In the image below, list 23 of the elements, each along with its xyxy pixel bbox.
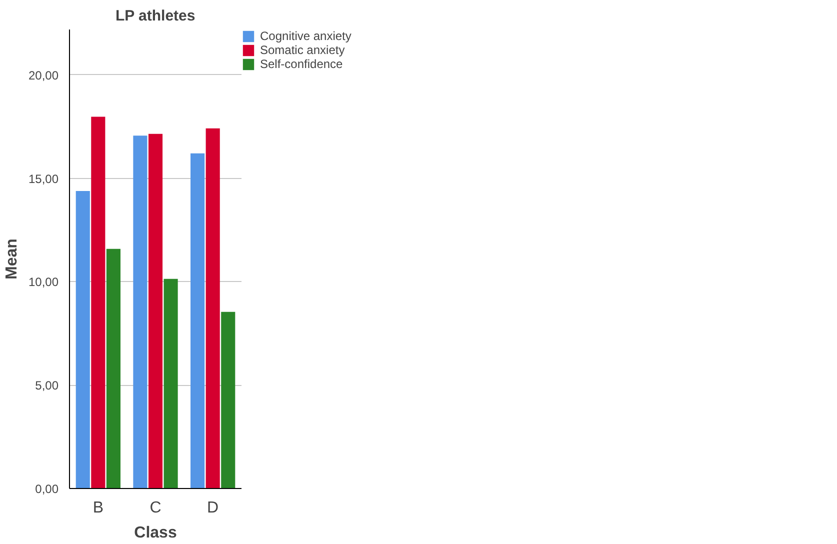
bar xyxy=(106,248,120,488)
bar xyxy=(221,312,236,488)
legend-label: Self-confidence xyxy=(260,57,343,71)
y-axis-title: Mean xyxy=(3,238,20,280)
y-tick-label: 5,00 xyxy=(35,378,59,393)
bar xyxy=(190,153,205,488)
legend-label: Somatic anxiety xyxy=(260,43,345,57)
x-tick-label: B xyxy=(92,500,104,516)
y-tick-label: 15,00 xyxy=(28,172,59,186)
y-tick-label: 20,00 xyxy=(28,68,59,82)
y-tick-label: 10,00 xyxy=(28,275,59,290)
bar xyxy=(76,190,90,488)
legend-label: Cognitive anxiety xyxy=(260,29,352,43)
bar xyxy=(91,116,106,488)
bar xyxy=(133,136,148,488)
x-axis-title: Class xyxy=(134,524,177,542)
bar xyxy=(148,134,163,488)
y-tick-label: 0,00 xyxy=(35,482,59,496)
x-tick-label: D xyxy=(207,500,219,516)
chart-title: LP athletes xyxy=(115,8,196,24)
bar xyxy=(206,128,220,488)
bar xyxy=(164,278,178,488)
x-tick-label: C xyxy=(150,500,162,516)
